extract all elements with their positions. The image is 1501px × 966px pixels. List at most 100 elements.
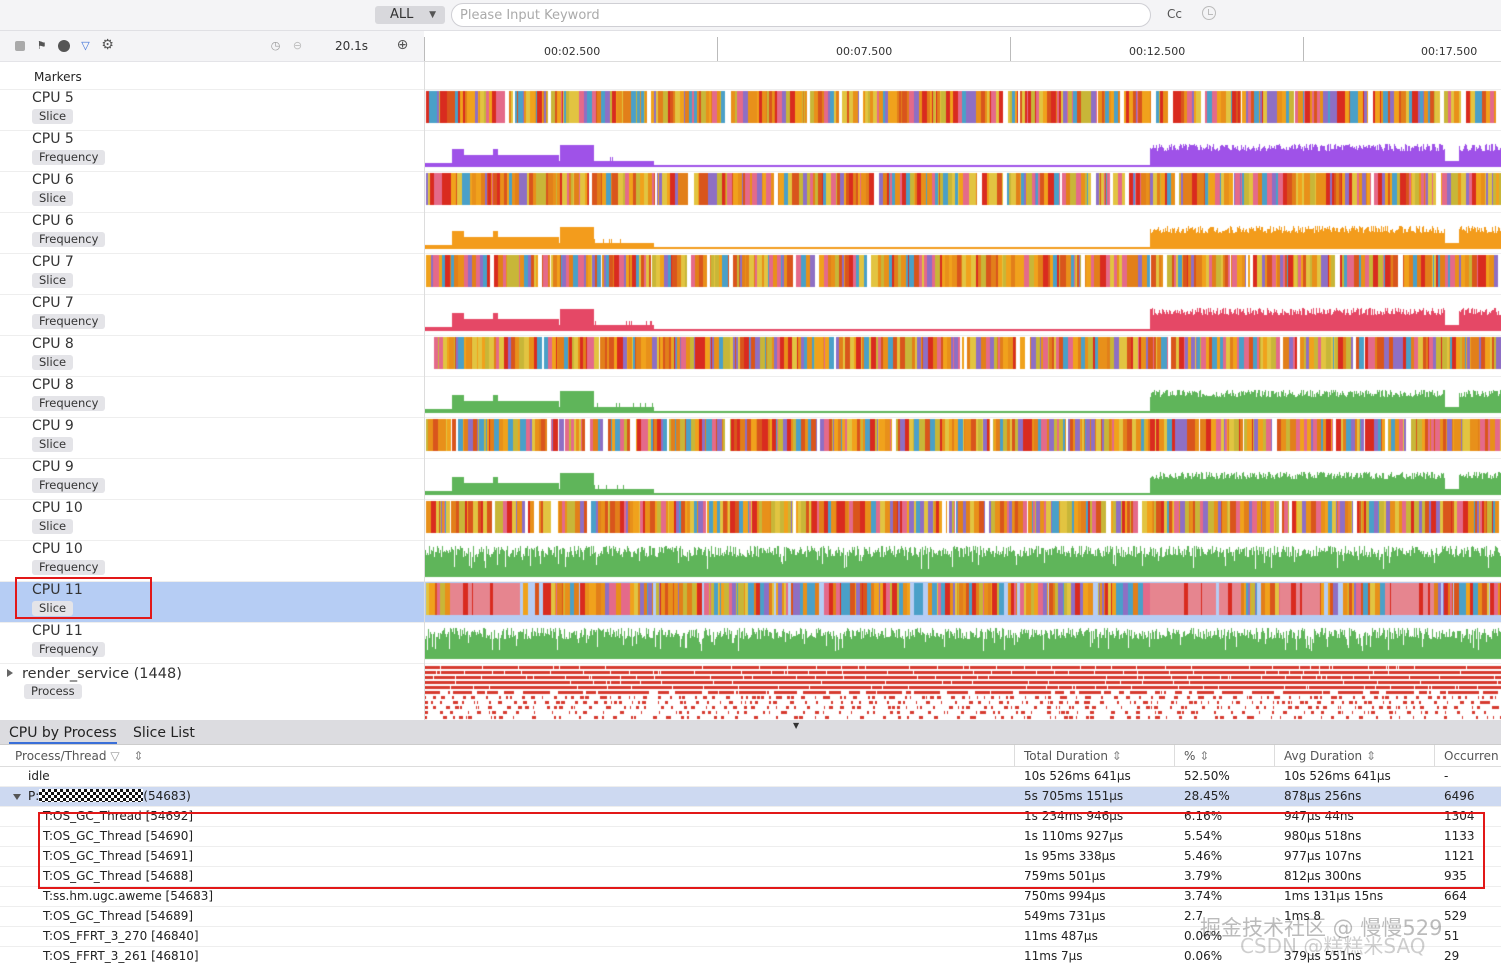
sort-icon: ⇕ (1199, 749, 1210, 763)
col-percent[interactable]: % ⇕ (1174, 745, 1274, 767)
avg-cell: 379μs 551ns (1284, 949, 1362, 963)
pct-cell: 2.7 (1184, 909, 1204, 923)
plus-circle-icon[interactable]: ⊕ (396, 37, 409, 53)
track-cpu-9-frequency[interactable]: CPU 9 Frequency (0, 459, 1501, 500)
markers-row[interactable]: Markers (0, 62, 1501, 90)
cpu-frequency-canvas[interactable] (424, 623, 1501, 664)
track-cpu-8-slice[interactable]: CPU 8 Slice (0, 336, 1501, 377)
track-name: CPU 11 (32, 582, 83, 598)
track-type-badge: Slice (32, 273, 74, 288)
expand-arrow-icon[interactable] (7, 669, 13, 677)
track-cpu-11-frequency[interactable]: CPU 11 Frequency (0, 623, 1501, 664)
tab-slice-list[interactable]: Slice List (133, 725, 195, 741)
history-icon[interactable] (1202, 6, 1216, 20)
track-cpu-5-slice[interactable]: CPU 5 Slice (0, 90, 1501, 131)
col-avg-duration[interactable]: Avg Duration ⇕ (1274, 745, 1434, 767)
col-occurrences[interactable]: Occurren (1434, 745, 1501, 767)
filter-icon[interactable]: ▽ (110, 749, 120, 763)
time-ruler[interactable]: 00:02.500 00:07.500 00:12.500 00:17.500 (424, 31, 1501, 62)
ruler-tick (424, 37, 425, 61)
cpu-slice-canvas[interactable] (424, 90, 1501, 131)
cpu-slice-canvas[interactable] (424, 418, 1501, 459)
record-icon[interactable] (57, 39, 70, 52)
panel-divider[interactable] (424, 62, 425, 720)
table-row[interactable]: T:OS_FFRT_3_270 [46840] 11ms 487μs 0.06% 51 (0, 927, 1501, 947)
process-pid: (54683) (143, 789, 191, 803)
pct-cell: 0.06% (1184, 949, 1223, 963)
total-cell: 11ms 7μs (1024, 949, 1083, 963)
track-cpu-11-slice[interactable]: CPU 11 Slice (0, 582, 1501, 623)
cpu-frequency-canvas[interactable] (424, 541, 1501, 582)
process-prefix: P: (28, 789, 40, 803)
cpu-frequency-canvas[interactable] (424, 377, 1501, 418)
table-row[interactable]: T:OS_GC_Thread [54690] 1s 110ms 927μs 5.54… (0, 827, 1501, 847)
cpu-frequency-canvas[interactable] (424, 213, 1501, 254)
selected-track-highlight (15, 577, 152, 619)
table-row[interactable]: T:OS_GC_Thread [54689] 549ms 731μs 2.7 1ms … (0, 907, 1501, 927)
table-row[interactable]: T:OS_GC_Thread [54691] 1s 95ms 338μs 5.46%… (0, 847, 1501, 867)
sort-icon[interactable]: ⇕ (133, 749, 144, 763)
track-cpu-7-slice[interactable]: CPU 7 Slice (0, 254, 1501, 295)
case-sensitive-toggle[interactable]: Cc (1167, 7, 1182, 21)
filter-icon[interactable]: ▽ (81, 39, 90, 52)
pct-cell: 28.45% (1184, 789, 1230, 803)
ruler-tick (1303, 37, 1304, 61)
cpu-frequency-canvas[interactable] (424, 295, 1501, 336)
table-row[interactable]: T:ss.hm.ugc.aweme [54683] 750ms 994μs 3.74… (0, 887, 1501, 907)
pct-cell: 3.79% (1184, 869, 1223, 883)
flag-icon[interactable]: ⚑ (36, 39, 47, 52)
track-name: CPU 7 (32, 295, 74, 311)
ruler-tick-label: 00:07.500 (836, 45, 893, 58)
track-cpu-6-slice[interactable]: CPU 6 Slice (0, 172, 1501, 213)
thread-name-cell: idle (28, 769, 50, 783)
occ-cell: 6496 (1444, 789, 1475, 803)
track-render-service-1448--process[interactable]: render_service (1448) Process (0, 664, 1501, 720)
col-label: Occurren (1444, 749, 1499, 763)
track-name: CPU 9 (32, 459, 74, 475)
col-process-thread[interactable]: Process/Thread ▽ ⇕ (6, 745, 1014, 767)
thread-name-cell: T:OS_FFRT_3_270 [46840] (43, 929, 199, 943)
track-cpu-7-frequency[interactable]: CPU 7 Frequency (0, 295, 1501, 336)
track-cpu-10-slice[interactable]: CPU 10 Slice (0, 500, 1501, 541)
track-cpu-10-frequency[interactable]: CPU 10 Frequency (0, 541, 1501, 582)
total-cell: 759ms 501μs (1024, 869, 1106, 883)
total-cell: 10s 526ms 641μs (1024, 769, 1131, 783)
minus-circle-icon[interactable]: ⊖ (292, 39, 303, 52)
thread-name-cell: T:OS_GC_Thread [54690] (43, 829, 194, 843)
table-row[interactable]: idle 10s 526ms 641μs 52.50% 10s 526ms 641μs… (0, 767, 1501, 787)
thread-name-cell: T:OS_FFRT_3_261 [46810] (43, 949, 199, 963)
cpu-slice-canvas[interactable] (424, 336, 1501, 377)
cpu-slice-canvas[interactable] (424, 582, 1501, 623)
settings-icon[interactable]: ⚙ (101, 37, 114, 53)
watermark: CSDN @糕糕米SAQ (1240, 934, 1426, 958)
search-input[interactable] (451, 3, 1151, 27)
track-cpu-5-frequency[interactable]: CPU 5 Frequency (0, 131, 1501, 172)
tab-cpu-by-process[interactable]: CPU by Process (9, 725, 117, 744)
process-name-cell: P: (54683) (28, 787, 191, 806)
track-type-badge: Frequency (32, 478, 106, 493)
chevron-down-icon[interactable]: ▼ (793, 721, 800, 730)
cpu-slice-canvas[interactable] (424, 172, 1501, 213)
track-cpu-6-frequency[interactable]: CPU 6 Frequency (0, 213, 1501, 254)
collapse-arrow-icon[interactable] (13, 794, 21, 800)
cpu-slice-canvas[interactable] (424, 254, 1501, 295)
track-type-badge: Frequency (32, 314, 106, 329)
occ-cell: 1133 (1444, 829, 1475, 843)
process-track-canvas[interactable] (424, 664, 1501, 720)
cpu-frequency-canvas[interactable] (424, 459, 1501, 500)
avg-cell: 977μs 107ns (1284, 849, 1362, 863)
clock-icon[interactable]: ◷ (270, 39, 281, 52)
table-row[interactable]: T:OS_FFRT_3_261 [46810] 11ms 7μs 0.06% 379μ… (0, 947, 1501, 966)
track-cpu-8-frequency[interactable]: CPU 8 Frequency (0, 377, 1501, 418)
stop-icon[interactable] (13, 39, 26, 52)
cpu-frequency-canvas[interactable] (424, 131, 1501, 172)
scope-select[interactable]: ALL ▼ (375, 6, 445, 24)
track-list: CPU 5 Slice CPU 5 Frequency CPU 6 Slice CPU 6 F… (0, 90, 1501, 720)
col-total-duration[interactable]: Total Duration ⇕ (1014, 745, 1174, 767)
track-cpu-9-slice[interactable]: CPU 9 Slice (0, 418, 1501, 459)
track-type-badge: Slice (32, 601, 74, 616)
table-row[interactable]: P: (54683) 5s 705ms 151μs 28.45% 878μs 256ns… (0, 787, 1501, 807)
table-row[interactable]: T:OS_GC_Thread [54688] 759ms 501μs 3.79% 81… (0, 867, 1501, 887)
track-name: CPU 8 (32, 336, 74, 352)
cpu-slice-canvas[interactable] (424, 500, 1501, 541)
